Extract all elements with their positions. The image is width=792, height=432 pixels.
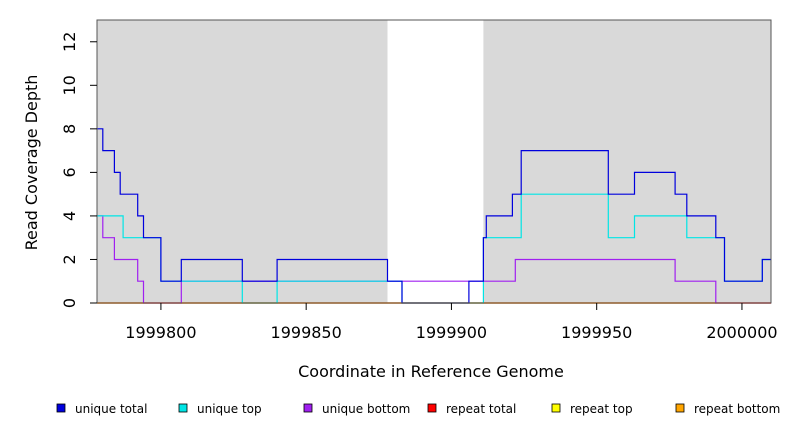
y-tick-label: 0 (60, 298, 79, 308)
legend-label-repeat-bottom: repeat bottom (694, 402, 780, 416)
legend-label-unique-bottom: unique bottom (322, 402, 410, 416)
legend-swatch-repeat-total (427, 403, 437, 413)
shaded-region-2 (483, 20, 771, 303)
y-tick-label: 10 (60, 75, 79, 95)
x-axis: 1999800 1999850 1999900 1999950 2000000 (125, 303, 778, 342)
y-tick-label: 8 (60, 124, 79, 134)
y-tick-label: 6 (60, 167, 79, 177)
x-tick-label: 2000000 (706, 323, 777, 342)
legend: unique total unique top unique bottom repea… (56, 402, 780, 416)
legend-label-repeat-top: repeat top (570, 402, 633, 416)
legend-swatch-unique-top (178, 403, 188, 413)
y-tick-label: 2 (60, 254, 79, 264)
y-tick-label: 4 (60, 211, 79, 221)
x-tick-label: 1999950 (561, 323, 632, 342)
shaded-region-1 (97, 20, 388, 303)
legend-swatch-unique-bottom (303, 403, 313, 413)
y-tick-label: 12 (60, 32, 79, 52)
plot-frame (96, 19, 772, 304)
shaded-regions (97, 20, 771, 303)
x-tick-label: 1999800 (125, 323, 196, 342)
legend-swatch-unique-total (56, 403, 66, 413)
x-axis-title: Coordinate in Reference Genome (298, 362, 564, 381)
legend-swatch-repeat-top (551, 403, 561, 413)
x-tick-label: 1999850 (271, 323, 342, 342)
series-line-unique-bottom (97, 215, 771, 304)
y-axis-title: Read Coverage Depth (22, 75, 41, 251)
legend-swatch-repeat-bottom (675, 403, 685, 413)
legend-label-unique-total: unique total (75, 402, 147, 416)
x-tick-label: 1999900 (416, 323, 487, 342)
y-axis: 0 2 4 6 8 10 12 (60, 32, 97, 308)
legend-label-repeat-total: repeat total (446, 402, 516, 416)
legend-label-unique-top: unique top (197, 402, 262, 416)
